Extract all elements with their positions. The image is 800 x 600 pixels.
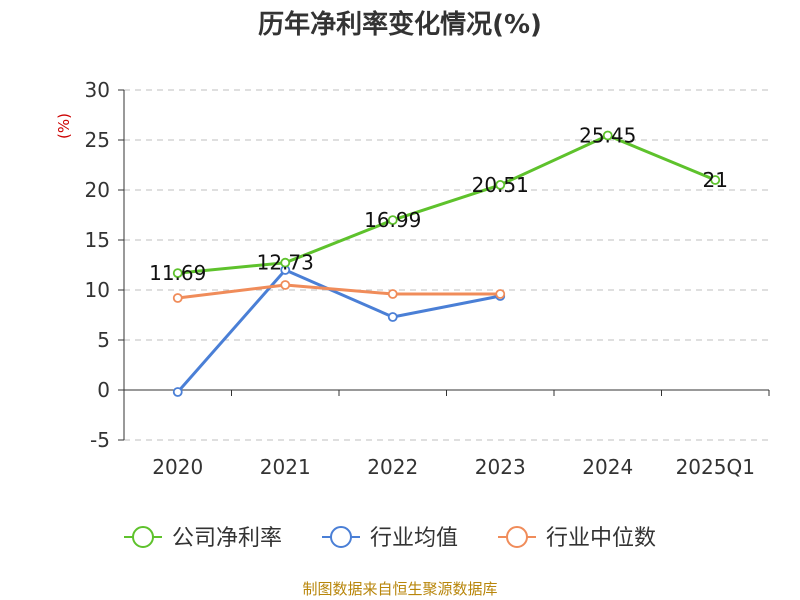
legend-marker (506, 526, 528, 548)
series-line (177, 283, 501, 300)
data-point (602, 130, 613, 141)
data-label: 20.51 (472, 173, 529, 197)
data-point (495, 179, 506, 190)
data-point (172, 268, 183, 279)
series-line (176, 268, 501, 393)
legend-label: 行业中位数 (546, 526, 656, 551)
data-point (172, 293, 183, 303)
data-point (387, 312, 398, 322)
legend-item[interactable]: 行业均值 (322, 526, 458, 551)
data-point (280, 257, 291, 268)
legend-marker (330, 526, 352, 548)
data-label: 21 (703, 168, 728, 192)
data-label: 12.73 (257, 251, 314, 275)
x-tick-label: 2024 (582, 455, 633, 479)
data-labels: 11.69 12.73 16.99 20.51 25.45 21 (149, 124, 728, 286)
x-tick-label: 2023 (475, 455, 526, 479)
y-tick-label: 5 (97, 328, 110, 352)
y-tick-label: -5 (90, 428, 110, 452)
x-tick-label: 2022 (367, 455, 418, 479)
legend-label: 行业均值 (370, 526, 458, 551)
y-tick-label: 25 (85, 128, 110, 152)
x-tick-label: 2025Q1 (676, 455, 755, 479)
data-point (172, 387, 183, 397)
chart-title: 历年净利率变化情况(%) (258, 9, 542, 40)
data-label: 25.45 (579, 124, 636, 148)
legend-label: 公司净利率 (172, 526, 282, 551)
y-tick-label: 20 (85, 178, 110, 202)
legend-item[interactable]: 行业中位数 (498, 526, 656, 551)
x-tick-label: 2021 (260, 455, 311, 479)
data-point (495, 289, 506, 299)
source-note: 制图数据来自恒生聚源数据库 (302, 580, 497, 598)
grid (124, 89, 769, 441)
y-tick-label: 10 (85, 278, 110, 302)
x-tick-label: 2020 (152, 455, 203, 479)
axes: 30 25 20 15 10 5 0 -5 2020 2021 2022 2023 2024 2025Q1 (85, 78, 770, 479)
y-axis-unit-label: (%) (55, 113, 73, 139)
series-line (177, 134, 716, 275)
data-label: 11.69 (149, 261, 206, 285)
data-point (280, 280, 291, 290)
y-tick-label: 0 (97, 378, 110, 402)
legend-item[interactable]: 公司净利率 (124, 526, 282, 551)
y-tick-label: 30 (85, 78, 110, 102)
data-point (710, 175, 721, 185)
data-point (387, 215, 398, 226)
series (172, 130, 721, 397)
data-point (387, 289, 398, 299)
y-tick-label: 15 (85, 228, 110, 252)
legend-marker (132, 526, 154, 548)
data-label: 16.99 (364, 208, 421, 232)
legend[interactable]: 公司净利率 行业均值 行业中位数 (124, 526, 656, 551)
